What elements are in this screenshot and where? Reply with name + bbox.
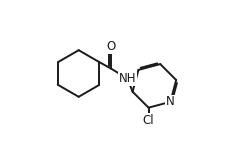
Text: N: N bbox=[166, 95, 175, 108]
Text: O: O bbox=[106, 40, 115, 53]
Text: NH: NH bbox=[119, 72, 136, 85]
Text: Cl: Cl bbox=[143, 113, 154, 127]
